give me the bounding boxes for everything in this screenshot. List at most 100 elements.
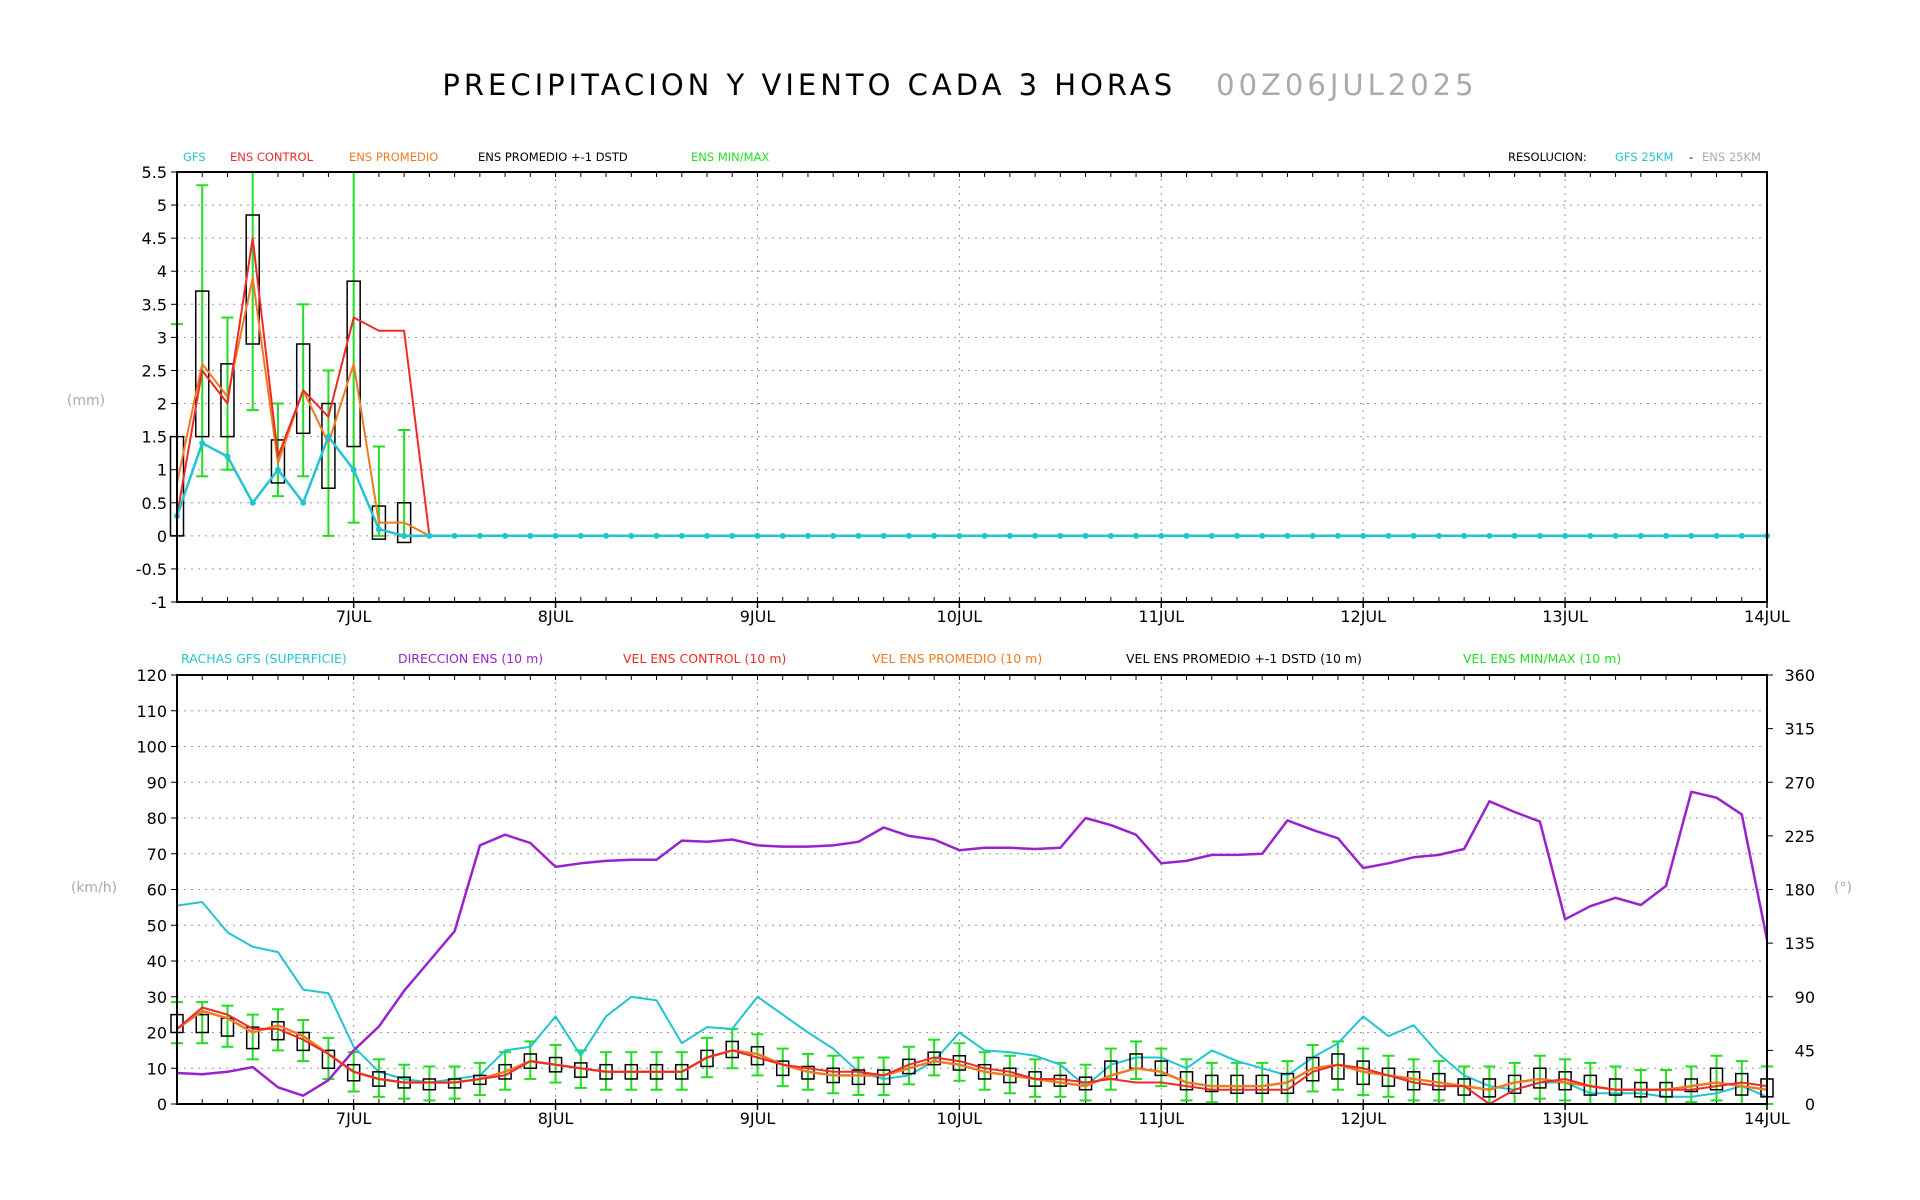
precip-ytick-label: 3 [157,328,167,347]
precip-gfs-point [1511,532,1518,539]
precip-gfs-point [905,532,912,539]
precip-gfs-point [1536,532,1543,539]
precip-gfs-point [678,532,685,539]
precip-gfs-point [1587,532,1594,539]
wind-ytick-label: 90 [147,773,167,792]
wind-ylabel: (km/h) [71,880,117,896]
precip-gfs-point [729,532,736,539]
wind-ytick-label: 70 [147,845,167,864]
precip-xtick-label: 14JUL [1744,607,1790,626]
wind-ytick-label: 0 [157,1095,167,1114]
precip-gfs-point [1107,532,1114,539]
wind-legend-item: VEL ENS MIN/MAX (10 m) [1463,651,1621,666]
wind-std-box [195,1013,209,1034]
precip-legend-item: ENS MIN/MAX [691,150,769,164]
precip-legend-item: GFS [183,150,206,164]
precip-ens-promedio-line [176,276,1767,537]
resolution-ens: ENS 25KM [1702,150,1761,164]
precip-gfs-point [603,532,610,539]
precip-gfs-point [274,466,281,473]
wind-y2tick-label: 360 [1784,666,1815,685]
wind-ytick-label: 30 [147,988,167,1007]
precip-gfs-point [830,532,837,539]
precip-gfs-point [855,532,862,539]
precip-std-box [270,439,286,484]
precip-gfs-point [451,532,458,539]
precip-xtick-label: 11JUL [1138,607,1184,626]
precip-gfs-point [1688,532,1695,539]
wind-y2tick-label: 270 [1784,773,1815,792]
precip-gfs-point [300,499,307,506]
precip-xtick-label: 7JUL [336,607,372,626]
precip-legend-item: ENS PROMEDIO [349,150,438,164]
wind-legend-item: RACHAS GFS (SUPERFICIE) [181,651,347,666]
precip-xtick-label: 13JUL [1542,607,1588,626]
precip-gfs-point [1360,532,1367,539]
wind-std-box [1608,1078,1623,1096]
wind-std-box [851,1069,866,1086]
precip-legend-item: ENS PROMEDIO +-1 DSTD [478,150,628,164]
precip-std-box [220,363,235,438]
precip-gfs-point [1486,532,1493,539]
precip-gfs-point [1309,532,1316,539]
wind-legend-item: VEL ENS PROMEDIO +-1 DSTD (10 m) [1126,651,1362,666]
wind-xtick-label: 12JUL [1340,1109,1386,1128]
wind-xtick-label: 8JUL [538,1109,574,1128]
wind-y2tick-label: 0 [1805,1095,1815,1114]
wind-frame [176,674,1768,1105]
precip-gfs-point [1208,532,1215,539]
precip-ytick-label: 4.5 [142,229,167,248]
wind-ytick-label: 120 [136,666,167,685]
precip-ytick-label: 1 [157,461,167,480]
precip-gfs-point [375,526,382,533]
precip-gfs-point [1057,532,1064,539]
precip-gfs-point [502,532,509,539]
precip-gfs-point [1385,532,1392,539]
precip-gfs-point [704,532,710,539]
precip-gfs-point [1158,532,1165,539]
precip-gfs-point [1663,532,1670,539]
precip-xtick-label: 12JUL [1340,607,1386,626]
precip-gfs-point [325,433,332,440]
precip-xtick-label: 9JUL [740,607,776,626]
resolution-gfs: GFS 25KM [1615,150,1673,164]
wind-xtick-label: 9JUL [740,1109,776,1128]
precip-legend-item: ENS CONTROL [230,150,314,164]
precip-ytick-label: -1 [151,593,167,612]
wind-y2tick-label: 180 [1784,881,1815,900]
precip-ylabel: (mm) [67,393,105,409]
precip-gfs-point [552,532,559,539]
precip-gfs-point [981,532,988,539]
wind-std-box [725,1040,739,1059]
wind-ytick-label: 20 [147,1024,167,1043]
wind-legend-item: DIRECCION ENS (10 m) [398,651,543,666]
wind-ytick-label: 60 [147,881,167,900]
precip-gfs-point [804,532,811,539]
wind-ytick-label: 40 [147,952,167,971]
wind-y2tick-label: 45 [1795,1041,1815,1060]
precip-gfs-point [1006,532,1013,539]
precip-gfs-point [1562,532,1569,539]
wind-y2tick-label: 225 [1784,827,1815,846]
precip-gfs-point [1435,532,1442,539]
precip-ytick-label: 2.5 [142,361,167,380]
wind-xtick-label: 10JUL [937,1109,983,1128]
precip-gfs-point [527,532,534,539]
run-date: 00Z06JUL2025 [1216,68,1478,102]
precip-ytick-label: 5.5 [142,163,167,182]
chart-title-text: PRECIPITACION Y VIENTO CADA 3 HORAS [442,68,1177,102]
chart-title: PRECIPITACION Y VIENTO CADA 3 HORAS 00Z06… [0,68,1920,102]
resolution-sep: - [1689,150,1693,164]
wind-ytick-label: 80 [147,809,167,828]
wind-y2tick-label: 90 [1795,988,1815,1007]
wind-y2tick-label: 315 [1784,720,1815,739]
precip-xtick-label: 8JUL [538,607,574,626]
precip-gfs-point [653,532,660,539]
precip-std-box [346,280,361,448]
wind-std-box [876,1069,891,1086]
precip-gfs-point [1284,532,1291,539]
precip-gfs-point [1082,532,1089,539]
precip-std-box [194,290,210,438]
precip-gfs-line [175,435,1767,538]
precip-gfs-point [1259,532,1266,539]
